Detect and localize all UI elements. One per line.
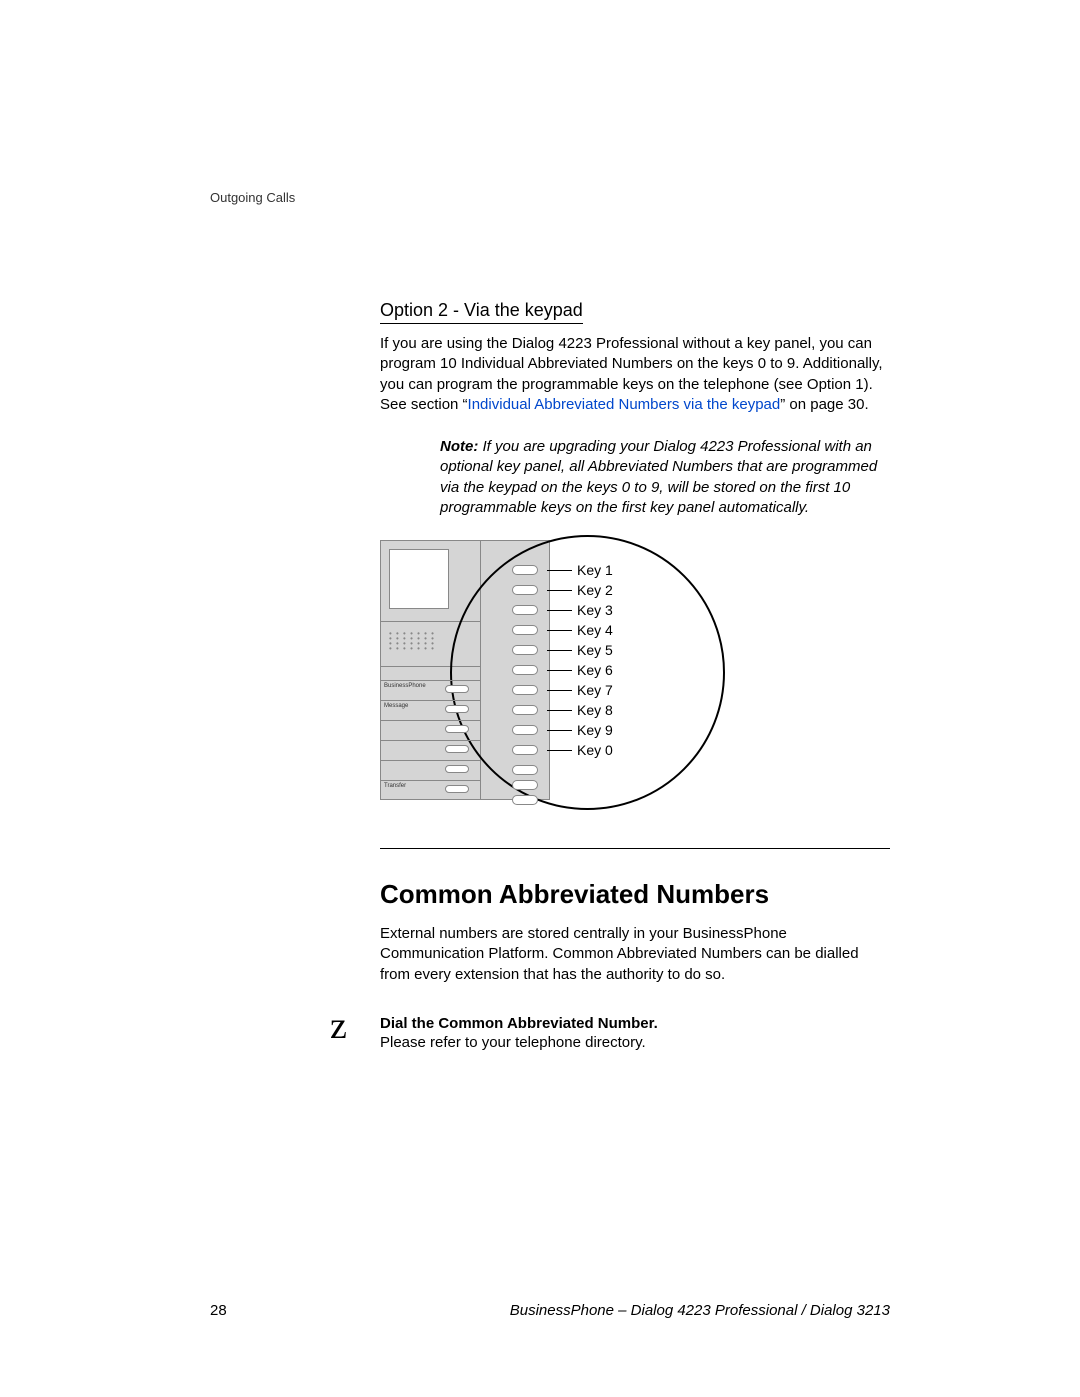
panel-key-button	[512, 625, 538, 635]
document-page: Outgoing Calls Option 2 - Via the keypad…	[0, 0, 1080, 1397]
phone-row-button	[445, 685, 469, 693]
key-label: Key 5	[577, 642, 613, 658]
key-label-row: Key 9	[542, 722, 613, 738]
panel-key-button	[512, 665, 538, 675]
phone-row-label: Transfer	[384, 783, 406, 789]
option-body-post: ” on page 30.	[780, 396, 868, 413]
dial-subtitle: Please refer to your telephone directory…	[380, 1034, 658, 1051]
phone-row-button	[445, 765, 469, 773]
option-body: If you are using the Dialog 4223 Profess…	[380, 334, 890, 415]
section-header: Outgoing Calls	[210, 190, 890, 205]
phone-row-divider	[380, 700, 480, 701]
common-body: External numbers are stored centrally in…	[380, 924, 890, 985]
phone-row-button	[445, 705, 469, 713]
panel-key-button	[512, 705, 538, 715]
key-label: Key 2	[577, 582, 613, 598]
note-block: Note: If you are upgrading your Dialog 4…	[440, 437, 890, 518]
key-leader-line	[547, 610, 572, 611]
phone-row-divider	[380, 680, 480, 681]
phone-row-divider	[380, 760, 480, 761]
panel-key-button	[512, 565, 538, 575]
note-label: Note:	[440, 438, 478, 455]
content-column: Option 2 - Via the keypad If you are usi…	[380, 300, 890, 1051]
key-label-row: Key 0	[542, 742, 613, 758]
panel-key-button	[512, 725, 538, 735]
key-label-row: Key 2	[542, 582, 613, 598]
page-number: 28	[210, 1302, 227, 1319]
key-label-row: Key 6	[542, 662, 613, 678]
key-label-row: Key 7	[542, 682, 613, 698]
phone-row-button	[445, 725, 469, 733]
doc-title: BusinessPhone – Dialog 4223 Professional…	[510, 1302, 890, 1319]
phone-row-button	[445, 785, 469, 793]
key-label: Key 9	[577, 722, 613, 738]
option-heading: Option 2 - Via the keypad	[380, 300, 583, 324]
phone-row-button	[445, 745, 469, 753]
dial-title: Dial the Common Abbreviated Number.	[380, 1015, 658, 1032]
panel-key-button	[512, 780, 538, 790]
key-label: Key 4	[577, 622, 613, 638]
page-footer: 28 BusinessPhone – Dialog 4223 Professio…	[210, 1302, 890, 1319]
key-label-row: Key 8	[542, 702, 613, 718]
phone-row-label: BusinessPhone	[384, 683, 426, 689]
key-label-row: Key 4	[542, 622, 613, 638]
section-divider	[380, 848, 890, 849]
key-label: Key 7	[577, 682, 613, 698]
panel-key-button	[512, 685, 538, 695]
key-label: Key 6	[577, 662, 613, 678]
key-leader-line	[547, 590, 572, 591]
key-leader-line	[547, 750, 572, 751]
xref-link[interactable]: Individual Abbreviated Numbers via the k…	[468, 396, 781, 413]
key-leader-line	[547, 630, 572, 631]
phone-speaker-dots: • • • • • • •• • • • • • •• • • • • • ••…	[389, 631, 449, 651]
key-label: Key 1	[577, 562, 613, 578]
key-leader-line	[547, 730, 572, 731]
panel-key-button	[512, 745, 538, 755]
phone-row-label: Message	[384, 703, 408, 709]
phone-row-divider	[380, 740, 480, 741]
note-text: If you are upgrading your Dialog 4223 Pr…	[440, 438, 877, 516]
key-label: Key 0	[577, 742, 613, 758]
phone-diagram: • • • • • • •• • • • • • •• • • • • • ••…	[380, 540, 760, 810]
key-leader-line	[547, 670, 572, 671]
phone-row-divider	[380, 720, 480, 721]
key-leader-line	[547, 710, 572, 711]
phone-row-divider	[380, 780, 480, 781]
key-label-row: Key 5	[542, 642, 613, 658]
panel-key-button	[512, 765, 538, 775]
instruction-content: Dial the Common Abbreviated Number. Plea…	[380, 1007, 658, 1051]
key-leader-line	[547, 690, 572, 691]
key-leader-line	[547, 570, 572, 571]
panel-key-button	[512, 645, 538, 655]
phone-screen	[389, 549, 449, 609]
key-label-row: Key 3	[542, 602, 613, 618]
common-heading: Common Abbreviated Numbers	[380, 879, 890, 910]
instruction-row: z Dial the Common Abbreviated Number. Pl…	[380, 1007, 890, 1051]
keypad-z-icon: z	[330, 1007, 380, 1045]
key-label-row: Key 1	[542, 562, 613, 578]
panel-key-button	[512, 585, 538, 595]
key-leader-line	[547, 650, 572, 651]
panel-key-button	[512, 795, 538, 805]
key-label: Key 3	[577, 602, 613, 618]
panel-key-button	[512, 605, 538, 615]
key-label: Key 8	[577, 702, 613, 718]
